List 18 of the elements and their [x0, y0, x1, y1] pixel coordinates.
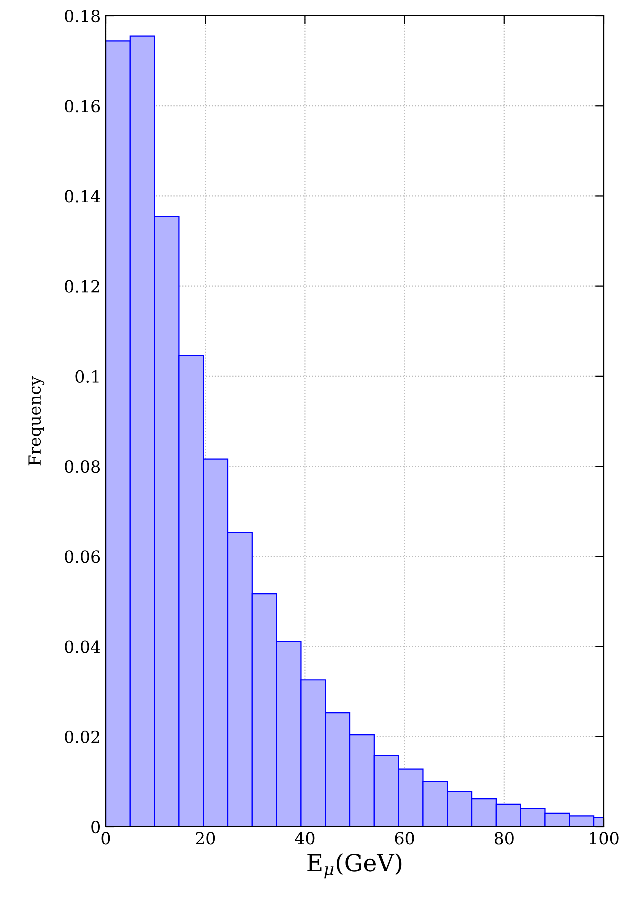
y-tick-label: 0.18 — [65, 10, 100, 23]
y-tick-label: 0.08 — [65, 460, 100, 474]
x-tick-label: 80 — [494, 832, 514, 845]
y-tick-label: 0.14 — [65, 190, 100, 203]
y-tick-label: 0.1 — [76, 370, 99, 384]
y-tick-label: 0.16 — [65, 100, 100, 113]
y-tick-label: 0.12 — [65, 280, 100, 293]
y-axis-title: Frequency — [28, 376, 45, 466]
x-tick-label: 20 — [196, 832, 216, 845]
y-tick-label: 0.06 — [65, 550, 100, 564]
x-tick-label: 40 — [295, 832, 315, 845]
x-tick-label: 0 — [102, 832, 110, 845]
y-tick-label: 0.02 — [65, 730, 100, 744]
x-axis-title: E$_{μ}$(GeV) — [308, 854, 402, 879]
y-tick-label: 0 — [92, 820, 100, 834]
y-tick-label: 0.04 — [65, 640, 100, 654]
x-tick-label: 100 — [590, 832, 619, 845]
x-tick-label: 60 — [395, 832, 414, 845]
